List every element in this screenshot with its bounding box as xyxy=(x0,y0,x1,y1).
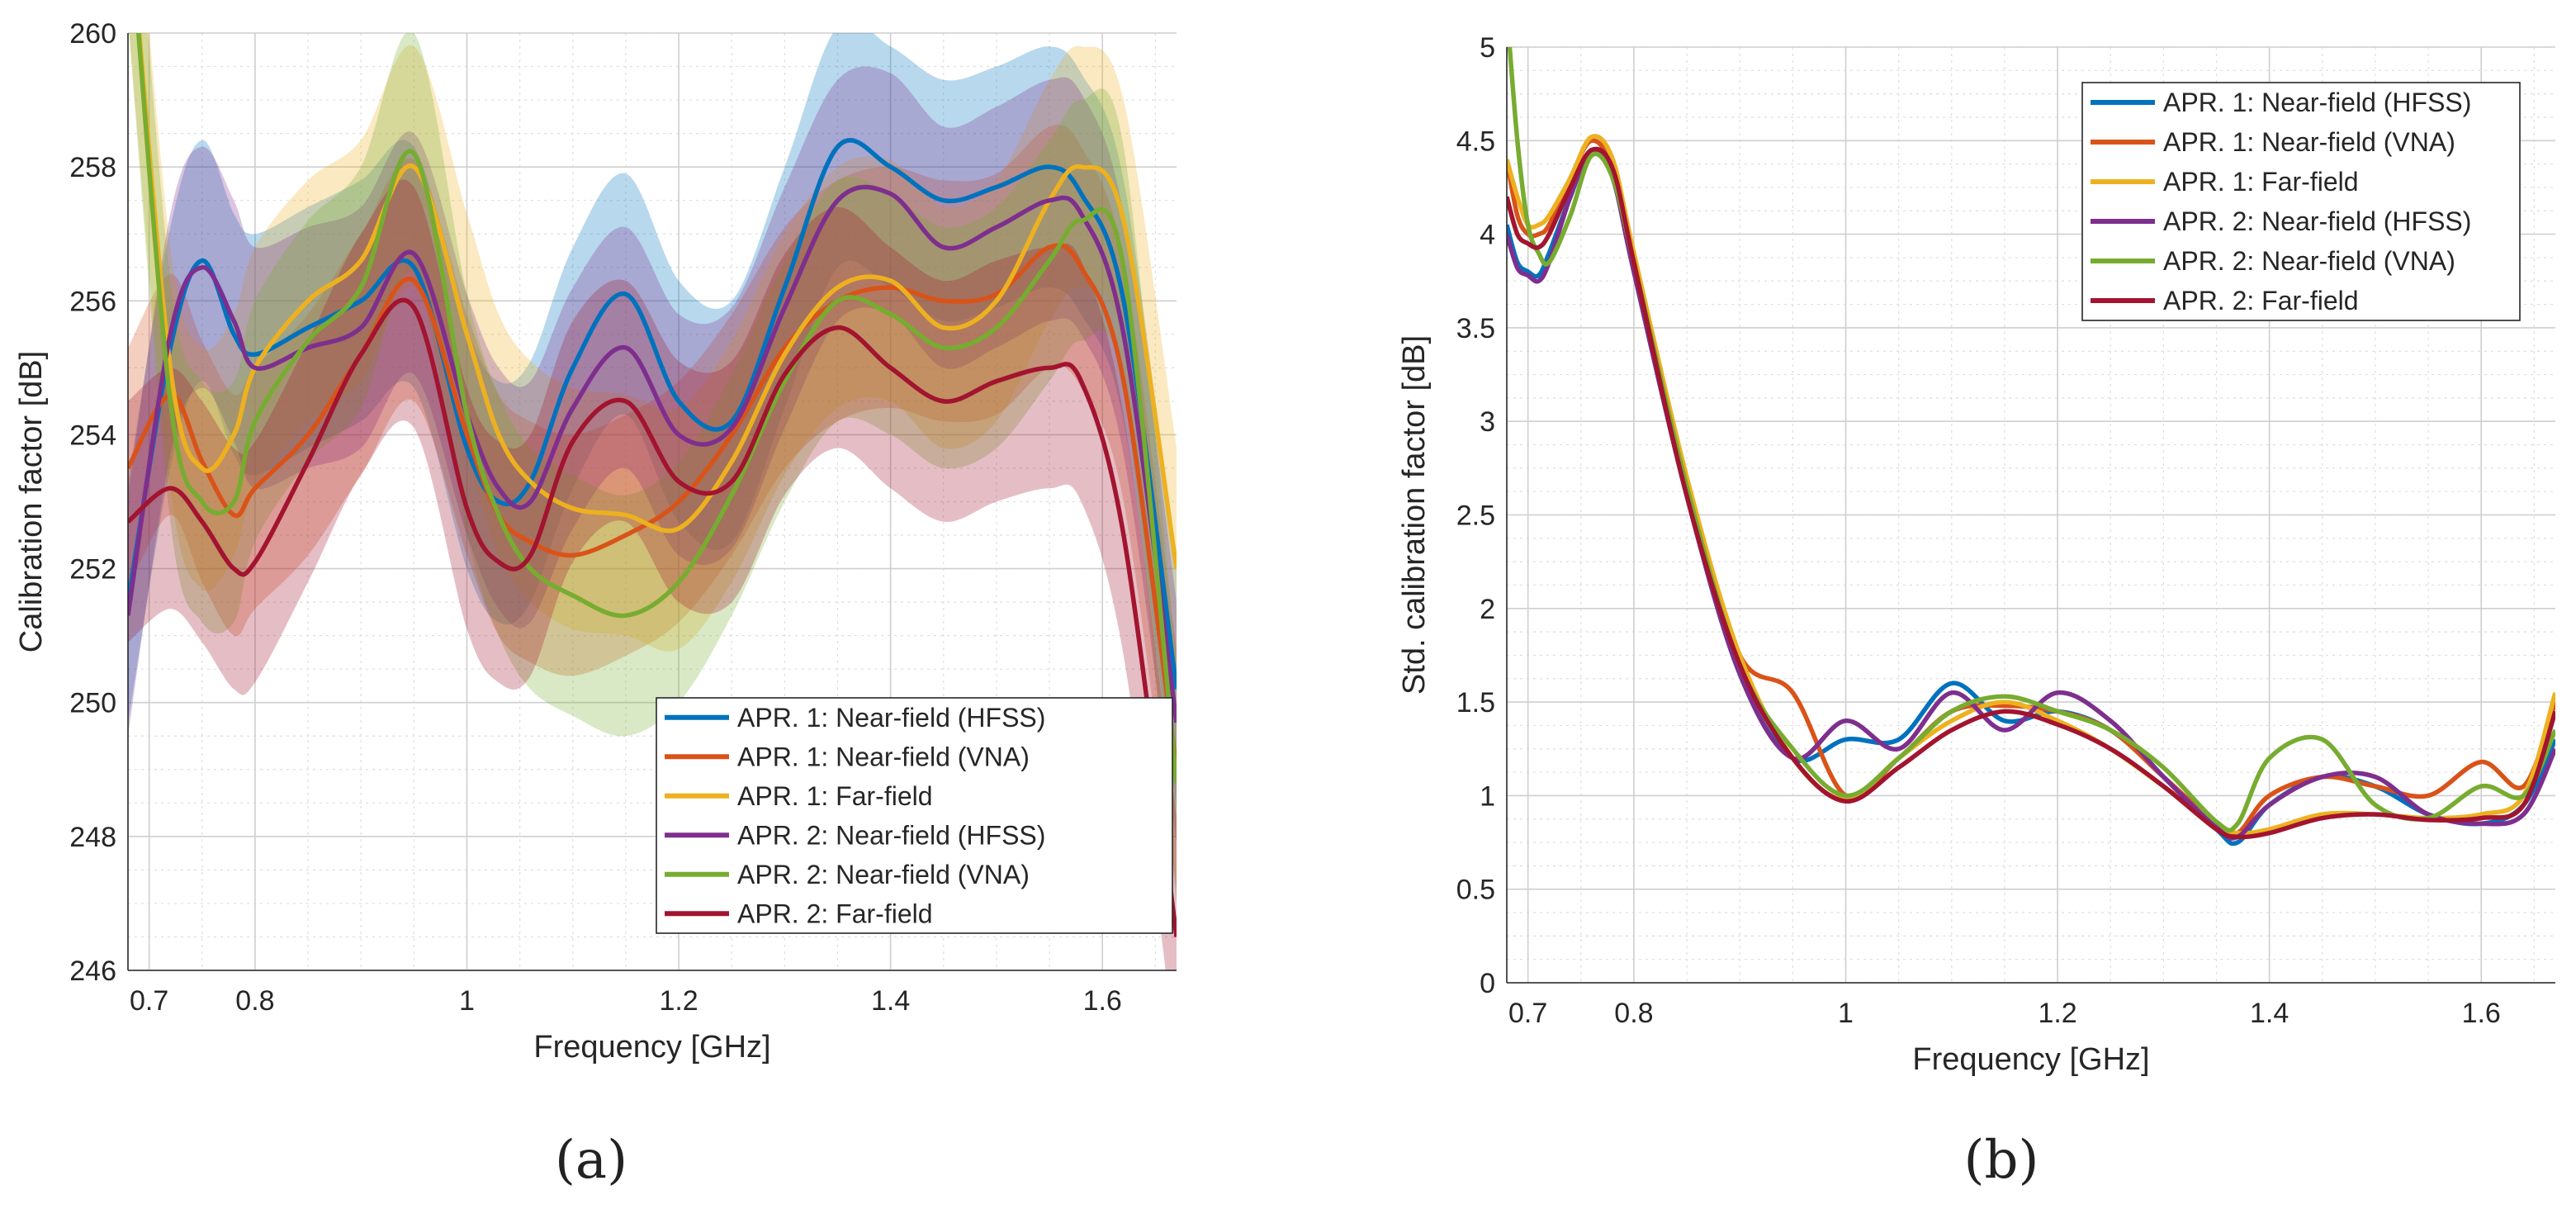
series-lines xyxy=(128,33,1177,937)
line-apr1_near_vna xyxy=(128,243,1177,771)
line-apr1_far xyxy=(136,33,1177,570)
x-axis-label: Frequency [GHz] xyxy=(1912,1042,2149,1077)
y-tick-label: 0 xyxy=(1480,968,1495,999)
legend-label: APR. 1: Near-field (VNA) xyxy=(2163,127,2455,157)
plot-area xyxy=(128,33,1177,970)
x-tick-label: 1.4 xyxy=(2250,998,2289,1029)
x-tick-label: 1.4 xyxy=(871,985,910,1017)
x-tick-label: 0.7 xyxy=(130,985,168,1017)
x-tick-label: 0.8 xyxy=(235,985,274,1017)
x-tick-label: 0.8 xyxy=(1614,998,1653,1029)
x-tick-label: 1 xyxy=(459,985,475,1017)
legend-label: APR. 2: Near-field (VNA) xyxy=(2163,246,2455,276)
legend-label: APR. 2: Far-field xyxy=(2163,286,2359,315)
y-tick-label: 250 xyxy=(69,688,116,719)
line-apr2_near_hfss xyxy=(128,184,1177,723)
legend-label: APR. 1: Near-field (HFSS) xyxy=(737,703,1045,733)
legend-label: APR. 2: Near-field (HFSS) xyxy=(737,820,1045,850)
x-tick-label: 1.6 xyxy=(2462,998,2501,1029)
caption-b: (b) xyxy=(1963,1130,2039,1191)
x-tick-label: 1.6 xyxy=(1083,985,1122,1017)
y-tick-label: 260 xyxy=(69,18,116,50)
y-tick-label: 4.5 xyxy=(1456,126,1495,157)
line-apr2_near_vna xyxy=(135,33,1177,784)
y-axis-label: Calibration factor [dB] xyxy=(14,351,49,652)
legend-label: APR. 1: Near-field (VNA) xyxy=(737,742,1030,771)
y-tick-label: 248 xyxy=(69,822,116,853)
line-apr2_far xyxy=(128,297,1177,937)
y-tick-label: 254 xyxy=(69,420,116,451)
y-tick-label: 246 xyxy=(69,956,116,987)
legend-label: APR. 1: Far-field xyxy=(2163,167,2359,197)
band-apr1_near_hfss xyxy=(128,33,1177,810)
line-apr2_near_vna xyxy=(1507,47,2555,833)
y-tick-label: 4 xyxy=(1480,220,1495,251)
band-apr1_near_vna xyxy=(128,125,1177,890)
legend-label: APR. 1: Far-field xyxy=(737,781,933,811)
y-tick-label: 2 xyxy=(1480,594,1495,625)
y-tick-label: 256 xyxy=(69,286,116,317)
x-tick-label: 1 xyxy=(1838,998,1854,1029)
y-tick-label: 3.5 xyxy=(1456,313,1495,344)
legend-label: APR. 2: Near-field (HFSS) xyxy=(2163,206,2471,236)
legend-box xyxy=(656,697,1173,934)
legend-label: APR. 2: Far-field xyxy=(737,899,933,928)
band-apr2_near_hfss xyxy=(128,66,1177,843)
band-apr2_near_vna xyxy=(129,33,1177,903)
line-apr2_near_hfss xyxy=(1507,147,2555,841)
y-tick-label: 2.5 xyxy=(1456,500,1495,532)
legend-label: APR. 2: Near-field (VNA) xyxy=(737,860,1030,889)
legend-label: APR. 1: Near-field (HFSS) xyxy=(2163,88,2471,117)
y-tick-label: 0.5 xyxy=(1456,875,1495,906)
x-axis-label: Frequency [GHz] xyxy=(533,1030,770,1065)
tick-labels: 0.7 0.8 1 1.2 1.4 1.6 0 0.5 1 1.5 2 2.5 3 3.5 4 4.5 5 xyxy=(1456,32,2501,1029)
series-lines xyxy=(1507,47,2555,846)
y-tick-label: 252 xyxy=(69,554,116,586)
caption-a: (a) xyxy=(554,1130,628,1191)
y-tick-label: 5 xyxy=(1480,32,1495,64)
y-axis-label: Std. calibration factor [dB] xyxy=(1397,335,1432,695)
legend: APR. 1: Near-field (HFSS) APR. 1: Near-fi… xyxy=(656,697,1173,934)
chart-a: 0.7 0.8 1 1.2 1.4 1.6 246 248 250 252 254 256 258 260… xyxy=(14,18,1177,1065)
legend-box xyxy=(2081,82,2521,321)
y-tick-label: 1.5 xyxy=(1456,687,1495,718)
band-apr2_far xyxy=(128,179,1177,970)
plot-area xyxy=(1507,47,2555,846)
y-tick-label: 258 xyxy=(69,152,116,183)
legend: APR. 1: Near-field (HFSS) APR. 1: Near-fi… xyxy=(2081,82,2521,321)
chart-b: 0.7 0.8 1 1.2 1.4 1.6 0 0.5 1 1.5 2 2.5 3 3.5 4 4.5 5 Fre… xyxy=(1397,32,2555,1077)
y-tick-label: 1 xyxy=(1480,780,1495,812)
x-tick-label: 0.7 xyxy=(1508,998,1547,1029)
x-tick-label: 1.2 xyxy=(2038,998,2076,1029)
tick-labels: 0.7 0.8 1 1.2 1.4 1.6 246 248 250 252 254 256 258 260 xyxy=(69,18,1122,1017)
line-apr2_far xyxy=(1507,146,2555,840)
y-tick-label: 3 xyxy=(1480,406,1495,438)
x-tick-label: 1.2 xyxy=(659,985,698,1017)
